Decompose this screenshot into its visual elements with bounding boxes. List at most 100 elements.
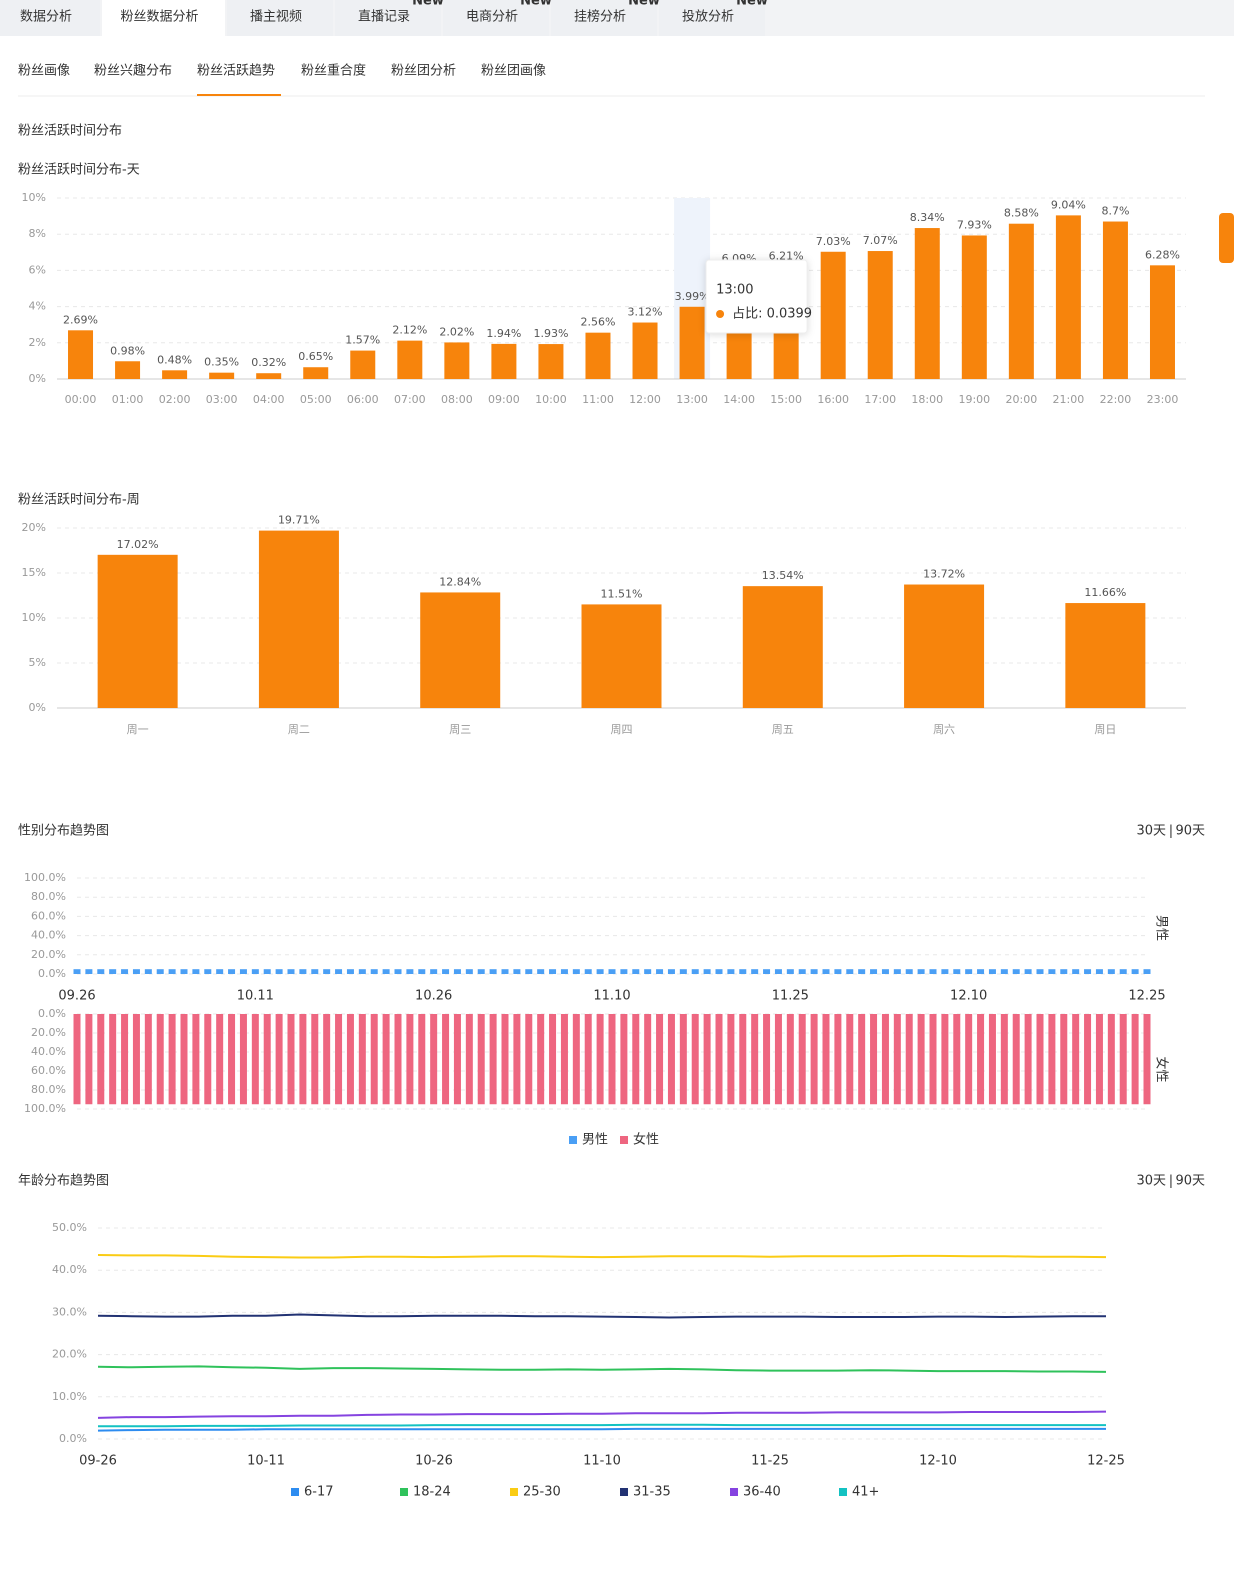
bar[interactable] [228,1014,236,1105]
legend-label[interactable]: 41+ [852,1485,879,1500]
bar[interactable] [798,1014,806,1105]
bar[interactable] [584,969,592,974]
bar[interactable] [1072,969,1080,974]
bar[interactable] [656,969,664,974]
bar[interactable] [489,969,497,974]
bar[interactable] [786,1014,794,1105]
bar[interactable] [275,1014,283,1105]
bar[interactable] [1000,1014,1008,1105]
bar[interactable] [977,1014,985,1105]
bar[interactable] [560,969,568,974]
bar[interactable] [68,330,94,379]
bar[interactable] [444,342,470,379]
bar[interactable] [904,584,985,708]
bar[interactable] [549,1014,557,1105]
toggle-option[interactable]: 30天 [1136,824,1166,839]
subtab[interactable]: 粉丝画像 [18,64,70,79]
subtab[interactable]: 粉丝重合度 [301,63,366,79]
bar[interactable] [858,969,866,974]
bar[interactable] [965,969,973,974]
bar[interactable] [525,1014,533,1105]
bar[interactable] [988,969,996,974]
bar[interactable] [303,367,329,379]
bar[interactable] [406,1014,414,1105]
tab-label[interactable]: 电商分析 [466,10,518,25]
bar[interactable] [346,969,354,974]
bar[interactable] [192,969,200,974]
bar[interactable] [350,350,376,379]
bar[interactable] [1036,1014,1044,1105]
tab[interactable] [551,0,657,36]
bar[interactable] [85,1014,93,1105]
bar[interactable] [513,1014,521,1105]
bar[interactable] [209,372,235,379]
bar[interactable] [370,1014,378,1105]
tab[interactable] [335,0,441,36]
bar[interactable] [323,1014,331,1105]
tab[interactable] [443,0,549,36]
bar[interactable] [85,969,93,974]
bar[interactable] [97,554,178,708]
bar[interactable] [370,969,378,974]
bar[interactable] [1012,1014,1020,1105]
bar[interactable] [256,373,282,379]
bar[interactable] [144,969,152,974]
bar[interactable] [382,969,390,974]
legend-label[interactable]: 女性 [633,1132,659,1148]
bar[interactable] [465,1014,473,1105]
bar[interactable] [679,306,705,379]
bar[interactable] [584,1014,592,1105]
bar[interactable] [501,969,509,974]
bar[interactable] [418,969,426,974]
bar[interactable] [73,1014,81,1105]
tab-label[interactable]: 挂榜分析 [574,9,626,25]
bar[interactable] [168,969,176,974]
tab[interactable] [102,0,225,36]
bar[interactable] [453,969,461,974]
bar[interactable] [192,1014,200,1105]
bar[interactable] [1149,265,1175,379]
bar[interactable] [774,969,782,974]
bar[interactable] [608,969,616,974]
bar[interactable] [465,969,473,974]
bar[interactable] [905,1014,913,1105]
bar[interactable] [572,1014,580,1105]
bar[interactable] [537,1014,545,1105]
bar[interactable] [585,332,611,379]
bar[interactable] [239,969,247,974]
bar[interactable] [715,969,723,974]
bar[interactable] [109,969,117,974]
tab[interactable] [227,0,333,36]
bar[interactable] [914,228,940,379]
bar[interactable] [156,969,164,974]
bar[interactable] [822,969,830,974]
bar[interactable] [608,1014,616,1105]
bar[interactable] [667,969,675,974]
bar[interactable] [1008,223,1034,379]
bar[interactable] [382,1014,390,1105]
bar[interactable] [893,1014,901,1105]
tab-label[interactable]: 直播记录 [358,10,410,25]
legend-label[interactable]: 25-30 [523,1485,561,1500]
bar[interactable] [335,969,343,974]
bar[interactable] [358,969,366,974]
bar[interactable] [228,969,236,974]
bar[interactable] [691,969,699,974]
bar[interactable] [287,1014,295,1105]
tab-label[interactable]: 投放分析 [682,9,734,25]
bar[interactable] [549,969,557,974]
bar[interactable] [1065,603,1146,708]
bar[interactable] [751,969,759,974]
bar[interactable] [1060,1014,1068,1105]
bar[interactable] [1055,215,1081,379]
bar[interactable] [929,1014,937,1105]
bar[interactable] [881,969,889,974]
bar[interactable] [1143,969,1151,974]
bar[interactable] [846,969,854,974]
bar[interactable] [335,1014,343,1105]
bar[interactable] [953,969,961,974]
bar[interactable] [323,969,331,974]
bar[interactable] [251,969,259,974]
legend-label[interactable]: 6-17 [304,1485,334,1500]
bar[interactable] [73,969,81,974]
